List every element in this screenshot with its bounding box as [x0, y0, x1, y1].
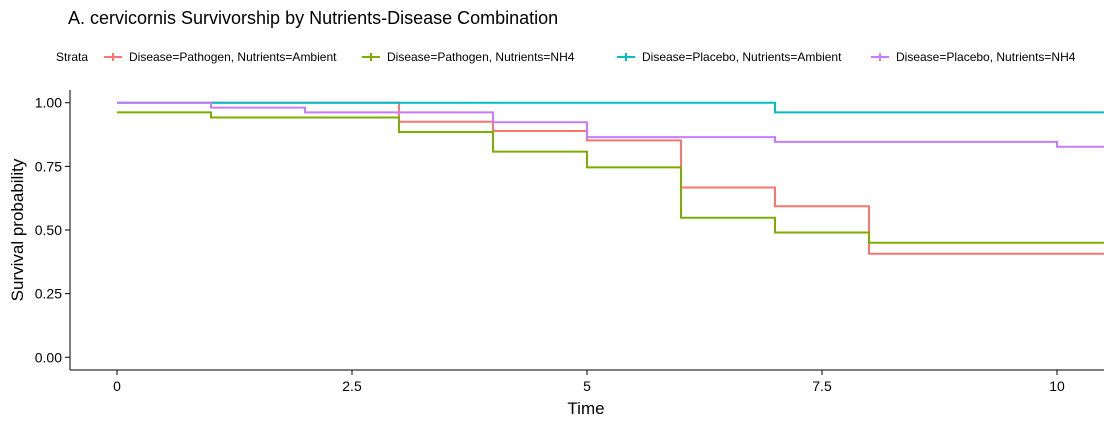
series-line-3: [117, 101, 1104, 114]
y-tick-label: 0.75: [35, 158, 62, 174]
legend-label: Disease=Pathogen, Nutrients=Ambient: [129, 50, 337, 64]
series-line-2: [117, 111, 1104, 244]
y-tick-label: 0.25: [35, 286, 62, 302]
legend-label: Disease=Placebo, Nutrients=Ambient: [642, 50, 842, 64]
plot-area: [117, 101, 1104, 255]
x-tick-label: 0: [113, 378, 121, 394]
legend-label: Disease=Pathogen, Nutrients=NH4: [387, 50, 575, 64]
x-tick-label: 2.5: [342, 378, 362, 394]
legend-title: Strata: [56, 50, 88, 64]
y-tick-label: 0.00: [35, 349, 62, 365]
x-tick-label: 7.5: [812, 378, 832, 394]
series-line-1: [117, 101, 1104, 255]
y-tick-label: 1.00: [35, 95, 62, 111]
x-axis-title: Time: [567, 399, 604, 418]
legend-item: Disease=Pathogen, Nutrients=NH4: [362, 50, 575, 64]
axes: 0 2.5 5 7.5 10 0.00 0.25 0.50 0.75 1.00: [35, 90, 1104, 394]
series-line-4: [117, 101, 1104, 148]
y-axis-title: Survival probability: [8, 158, 27, 301]
y-tick-label: 0.50: [35, 222, 62, 238]
x-tick-label: 5: [583, 378, 591, 394]
legend-item: Disease=Pathogen, Nutrients=Ambient: [104, 50, 337, 64]
x-tick-label: 10: [1049, 378, 1065, 394]
chart-title: A. cervicornis Survivorship by Nutrients…: [68, 8, 558, 28]
legend-item: Disease=Placebo, Nutrients=Ambient: [617, 50, 842, 64]
legend-label: Disease=Placebo, Nutrients=NH4: [896, 50, 1076, 64]
legend-item: Disease=Placebo, Nutrients=NH4: [871, 50, 1076, 64]
legend: Strata Disease=Pathogen, Nutrients=Ambien…: [56, 50, 1076, 64]
